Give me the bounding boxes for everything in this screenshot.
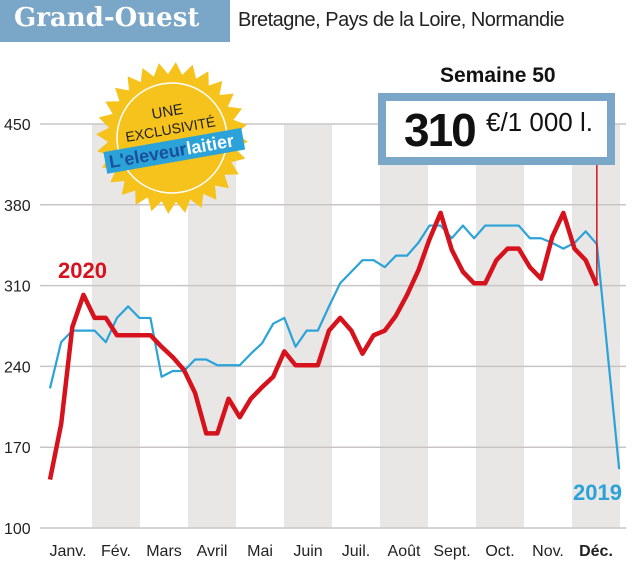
x-tick-label: Juin	[293, 543, 322, 560]
month-band	[476, 124, 524, 528]
x-tick-label: Janv.	[49, 543, 86, 560]
region-title-box: Grand-Ouest	[0, 0, 230, 42]
series-2020-line	[47, 210, 599, 480]
month-band	[284, 124, 332, 528]
month-bands	[92, 124, 620, 528]
badge-ring	[116, 82, 228, 194]
badge-line1: UNE	[150, 101, 184, 123]
x-tick-label: Août	[388, 543, 421, 560]
legend-2020: 2020	[58, 258, 107, 283]
y-tick-label: 170	[4, 440, 31, 457]
y-tick-label: 240	[4, 359, 31, 376]
x-tick-label: Avril	[197, 543, 228, 560]
y-tick-label: 310	[4, 279, 31, 296]
price-unit: €/1 000 l.	[486, 107, 593, 137]
legend-2019: 2019	[573, 480, 622, 505]
x-tick-label: Juil.	[342, 543, 370, 560]
series-lines	[47, 210, 621, 480]
x-tick-label: Fév.	[101, 543, 131, 560]
x-tick-label: Mai	[247, 543, 273, 560]
price-callout: 310 €/1 000 l.	[378, 93, 615, 165]
x-tick-label: Oct.	[485, 543, 514, 560]
sunburst-shape	[96, 62, 248, 214]
x-axis-labels: Janv. Fév. Mars Avril Mai Juin Juil. Août Sept. O…	[49, 543, 612, 560]
price-value: 310	[404, 104, 477, 156]
exclusive-badge: UNE EXCLUSIVITÉ L'eleveurlaitier	[96, 62, 248, 214]
region-subtitle: Bretagne, Pays de la Loire, Normandie	[238, 9, 565, 31]
x-tick-label: Nov.	[532, 543, 564, 560]
month-band	[572, 124, 620, 528]
logo-band	[103, 127, 246, 174]
y-tick-label: 380	[4, 198, 31, 215]
y-tick-label: 100	[4, 521, 31, 538]
x-tick-label: Déc.	[579, 543, 613, 560]
x-tick-label: Mars	[146, 543, 182, 560]
region-title: Grand-Ouest	[14, 3, 200, 33]
x-tick-label: Sept.	[433, 543, 470, 560]
series-2019-line	[48, 224, 621, 470]
y-tick-label: 450	[4, 117, 31, 134]
week-label: Semaine 50	[440, 64, 556, 87]
y-axis-labels: 100 170 240 310 380 450	[4, 117, 31, 538]
